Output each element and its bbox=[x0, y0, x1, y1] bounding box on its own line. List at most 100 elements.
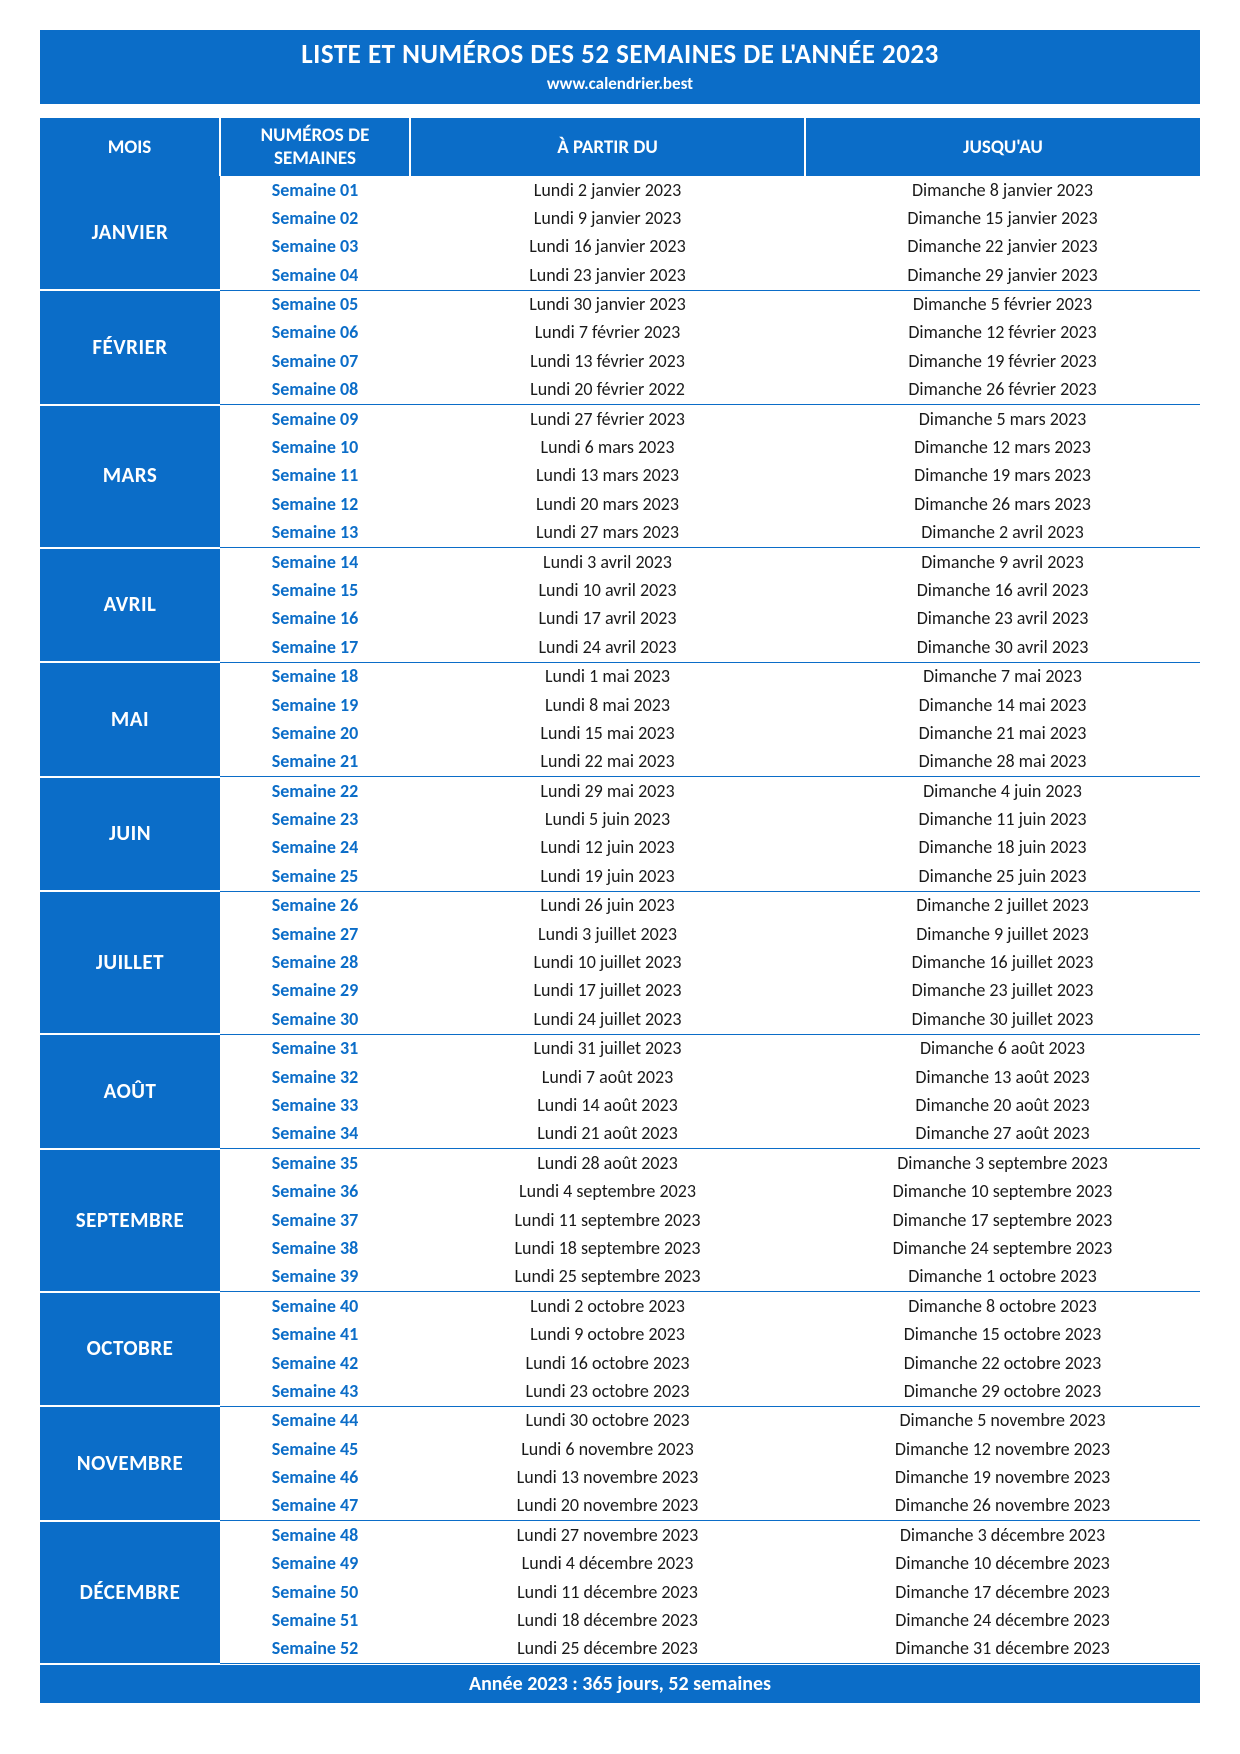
week-to: Dimanche 21 mai 2023 bbox=[805, 719, 1200, 747]
week-number: Semaine 13 bbox=[220, 519, 410, 548]
week-to: Dimanche 26 mars 2023 bbox=[805, 490, 1200, 518]
week-from: Lundi 9 octobre 2023 bbox=[410, 1321, 805, 1349]
week-from: Lundi 5 juin 2023 bbox=[410, 806, 805, 834]
week-from: Lundi 31 juillet 2023 bbox=[410, 1034, 805, 1063]
week-number: Semaine 48 bbox=[220, 1521, 410, 1550]
week-to: Dimanche 22 octobre 2023 bbox=[805, 1349, 1200, 1377]
page-subtitle: www.calendrier.best bbox=[40, 73, 1200, 94]
week-from: Lundi 24 juillet 2023 bbox=[410, 1005, 805, 1034]
week-from: Lundi 19 juin 2023 bbox=[410, 862, 805, 891]
week-number: Semaine 12 bbox=[220, 490, 410, 518]
week-number: Semaine 01 bbox=[220, 176, 410, 204]
week-number: Semaine 08 bbox=[220, 376, 410, 405]
week-number: Semaine 23 bbox=[220, 806, 410, 834]
week-to: Dimanche 27 août 2023 bbox=[805, 1120, 1200, 1149]
week-number: Semaine 38 bbox=[220, 1234, 410, 1262]
week-from: Lundi 11 septembre 2023 bbox=[410, 1206, 805, 1234]
week-number: Semaine 42 bbox=[220, 1349, 410, 1377]
week-from: Lundi 30 octobre 2023 bbox=[410, 1406, 805, 1435]
page-title: LISTE ET NUMÉROS DES 52 SEMAINES DE L'AN… bbox=[40, 38, 1200, 71]
week-number: Semaine 41 bbox=[220, 1321, 410, 1349]
week-to: Dimanche 17 décembre 2023 bbox=[805, 1578, 1200, 1606]
week-number: Semaine 10 bbox=[220, 434, 410, 462]
week-from: Lundi 9 janvier 2023 bbox=[410, 204, 805, 232]
week-from: Lundi 4 septembre 2023 bbox=[410, 1178, 805, 1206]
week-from: Lundi 6 mars 2023 bbox=[410, 434, 805, 462]
month-cell: AOÛT bbox=[40, 1034, 220, 1149]
week-from: Lundi 27 novembre 2023 bbox=[410, 1521, 805, 1550]
week-to: Dimanche 16 juillet 2023 bbox=[805, 949, 1200, 977]
week-number: Semaine 11 bbox=[220, 462, 410, 490]
week-from: Lundi 16 janvier 2023 bbox=[410, 233, 805, 261]
col-week: NUMÉROS DE SEMAINES bbox=[220, 118, 410, 176]
week-from: Lundi 20 novembre 2023 bbox=[410, 1492, 805, 1521]
week-to: Dimanche 23 juillet 2023 bbox=[805, 977, 1200, 1005]
week-from: Lundi 20 mars 2023 bbox=[410, 490, 805, 518]
week-to: Dimanche 13 août 2023 bbox=[805, 1063, 1200, 1091]
month-cell: JUIN bbox=[40, 777, 220, 892]
week-number: Semaine 17 bbox=[220, 633, 410, 662]
week-to: Dimanche 16 avril 2023 bbox=[805, 576, 1200, 604]
week-number: Semaine 19 bbox=[220, 691, 410, 719]
week-from: Lundi 27 mars 2023 bbox=[410, 519, 805, 548]
week-to: Dimanche 1 octobre 2023 bbox=[805, 1263, 1200, 1292]
week-to: Dimanche 24 décembre 2023 bbox=[805, 1607, 1200, 1635]
week-from: Lundi 10 juillet 2023 bbox=[410, 949, 805, 977]
week-to: Dimanche 4 juin 2023 bbox=[805, 777, 1200, 806]
week-number: Semaine 51 bbox=[220, 1607, 410, 1635]
week-to: Dimanche 26 février 2023 bbox=[805, 376, 1200, 405]
week-from: Lundi 13 novembre 2023 bbox=[410, 1464, 805, 1492]
month-cell: AVRIL bbox=[40, 548, 220, 663]
week-from: Lundi 14 août 2023 bbox=[410, 1092, 805, 1120]
week-to: Dimanche 19 février 2023 bbox=[805, 347, 1200, 375]
month-cell: NOVEMBRE bbox=[40, 1406, 220, 1521]
week-number: Semaine 34 bbox=[220, 1120, 410, 1149]
week-number: Semaine 44 bbox=[220, 1406, 410, 1435]
week-from: Lundi 18 septembre 2023 bbox=[410, 1234, 805, 1262]
week-to: Dimanche 5 février 2023 bbox=[805, 290, 1200, 319]
month-cell: FÉVRIER bbox=[40, 290, 220, 405]
week-number: Semaine 25 bbox=[220, 862, 410, 891]
week-to: Dimanche 20 août 2023 bbox=[805, 1092, 1200, 1120]
week-to: Dimanche 5 mars 2023 bbox=[805, 405, 1200, 434]
week-to: Dimanche 29 janvier 2023 bbox=[805, 261, 1200, 290]
week-to: Dimanche 25 juin 2023 bbox=[805, 862, 1200, 891]
week-number: Semaine 15 bbox=[220, 576, 410, 604]
week-number: Semaine 43 bbox=[220, 1377, 410, 1406]
week-from: Lundi 13 février 2023 bbox=[410, 347, 805, 375]
week-to: Dimanche 10 septembre 2023 bbox=[805, 1178, 1200, 1206]
week-number: Semaine 33 bbox=[220, 1092, 410, 1120]
week-number: Semaine 35 bbox=[220, 1149, 410, 1178]
table-row: FÉVRIERSemaine 05Lundi 30 janvier 2023Di… bbox=[40, 290, 1200, 319]
week-number: Semaine 16 bbox=[220, 605, 410, 633]
week-number: Semaine 18 bbox=[220, 662, 410, 691]
month-cell: JUILLET bbox=[40, 891, 220, 1034]
week-from: Lundi 17 juillet 2023 bbox=[410, 977, 805, 1005]
week-to: Dimanche 11 juin 2023 bbox=[805, 806, 1200, 834]
week-to: Dimanche 24 septembre 2023 bbox=[805, 1234, 1200, 1262]
week-number: Semaine 52 bbox=[220, 1635, 410, 1664]
week-from: Lundi 2 octobre 2023 bbox=[410, 1292, 805, 1321]
week-to: Dimanche 19 novembre 2023 bbox=[805, 1464, 1200, 1492]
week-from: Lundi 22 mai 2023 bbox=[410, 748, 805, 777]
week-to: Dimanche 18 juin 2023 bbox=[805, 834, 1200, 862]
week-from: Lundi 23 octobre 2023 bbox=[410, 1377, 805, 1406]
month-cell: JANVIER bbox=[40, 176, 220, 290]
week-from: Lundi 11 décembre 2023 bbox=[410, 1578, 805, 1606]
week-number: Semaine 49 bbox=[220, 1550, 410, 1578]
table-head: MOIS NUMÉROS DE SEMAINES À PARTIR DU JUS… bbox=[40, 118, 1200, 176]
week-from: Lundi 26 juin 2023 bbox=[410, 891, 805, 920]
week-from: Lundi 24 avril 2023 bbox=[410, 633, 805, 662]
table-row: JUILLETSemaine 26Lundi 26 juin 2023Diman… bbox=[40, 891, 1200, 920]
week-from: Lundi 1 mai 2023 bbox=[410, 662, 805, 691]
week-number: Semaine 14 bbox=[220, 548, 410, 577]
week-from: Lundi 7 février 2023 bbox=[410, 319, 805, 347]
week-to: Dimanche 22 janvier 2023 bbox=[805, 233, 1200, 261]
weeks-table: MOIS NUMÉROS DE SEMAINES À PARTIR DU JUS… bbox=[40, 118, 1200, 1665]
week-number: Semaine 02 bbox=[220, 204, 410, 232]
week-to: Dimanche 9 juillet 2023 bbox=[805, 920, 1200, 948]
week-number: Semaine 03 bbox=[220, 233, 410, 261]
week-number: Semaine 07 bbox=[220, 347, 410, 375]
table-row: AVRILSemaine 14Lundi 3 avril 2023Dimanch… bbox=[40, 548, 1200, 577]
table-row: SEPTEMBRESemaine 35Lundi 28 août 2023Dim… bbox=[40, 1149, 1200, 1178]
